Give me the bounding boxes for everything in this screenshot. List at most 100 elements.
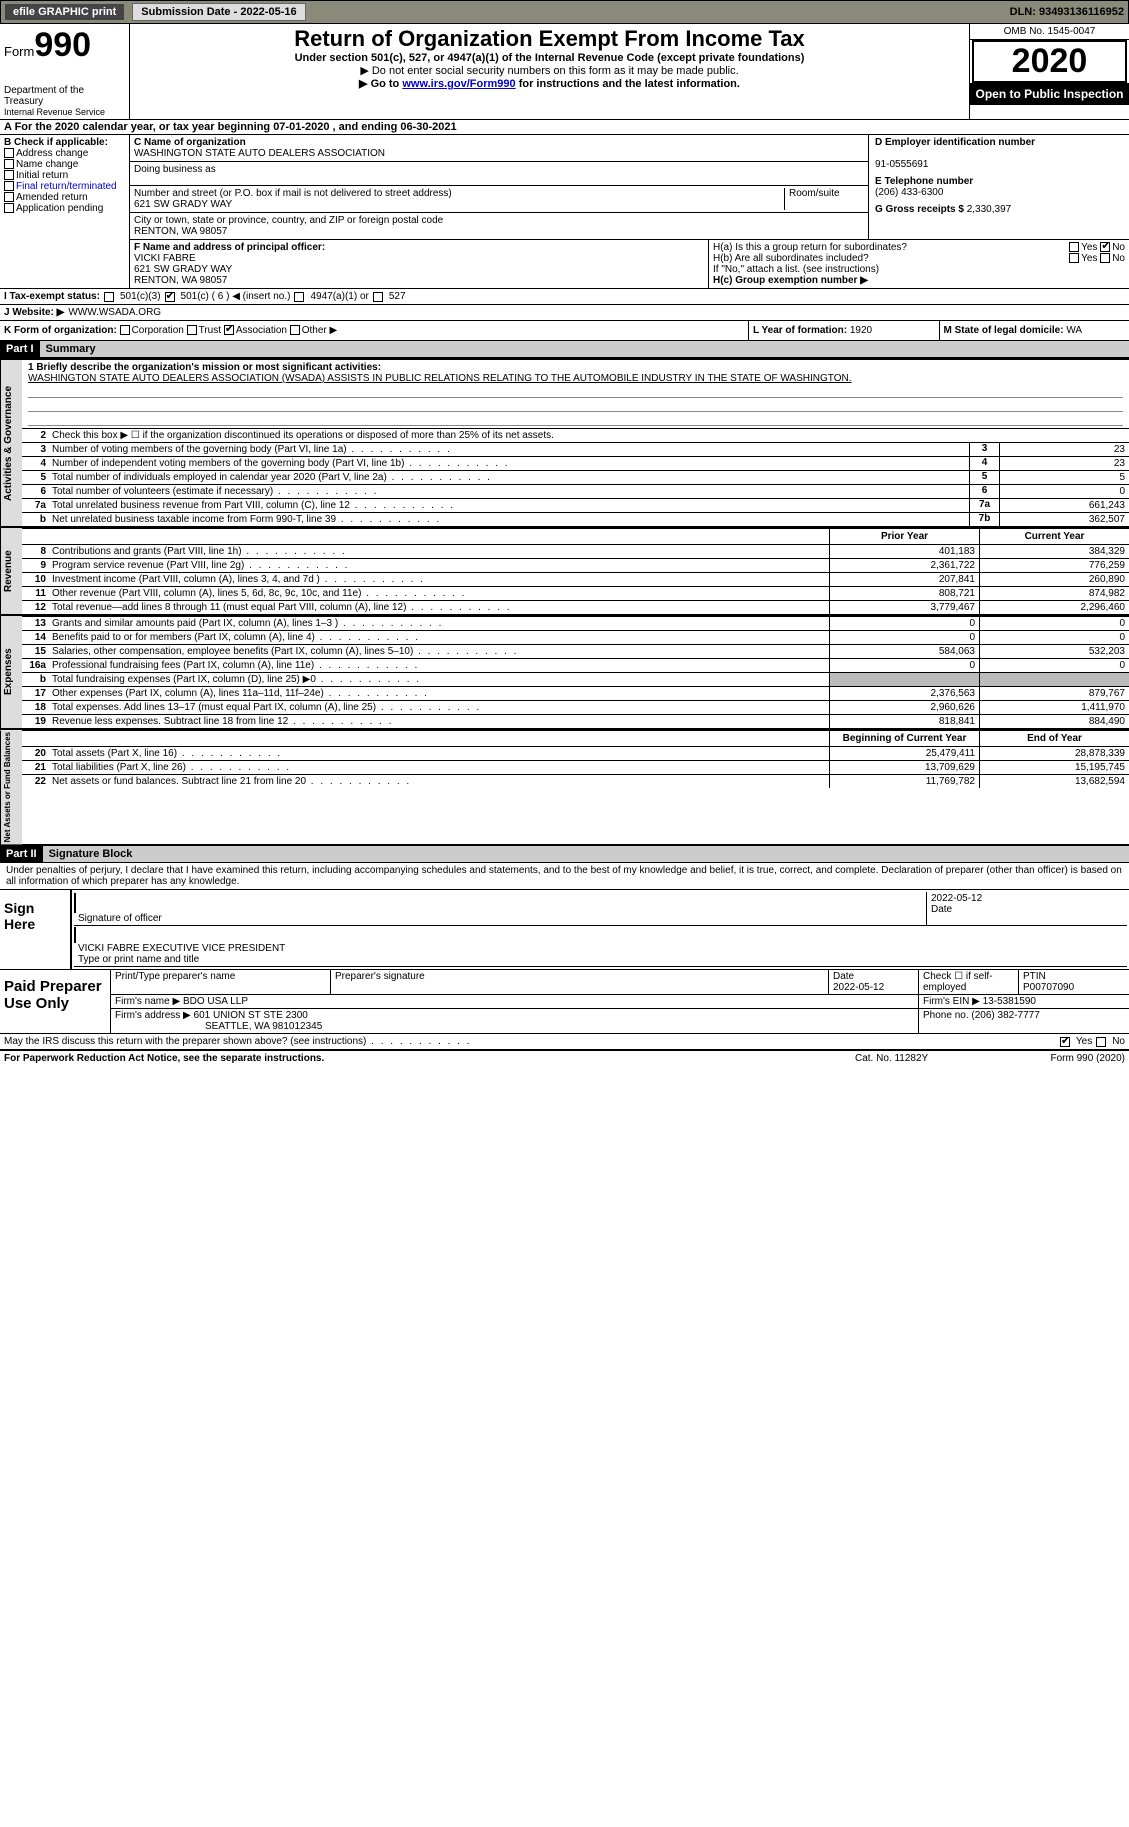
box-c-wrap: C Name of organization WASHINGTON STATE …: [130, 135, 1129, 288]
chk-amended[interactable]: [4, 192, 14, 202]
mission-label: 1 Briefly describe the organization's mi…: [28, 362, 1123, 373]
firm-name: BDO USA LLP: [183, 996, 248, 1007]
line-box: 6: [969, 485, 999, 498]
hb-no[interactable]: [1100, 253, 1110, 263]
ha-no[interactable]: [1100, 242, 1110, 252]
line-desc: Total unrelated business revenue from Pa…: [50, 499, 969, 512]
header-left: Form990 Department of the Treasury Inter…: [0, 24, 130, 119]
chk-corp[interactable]: [120, 325, 130, 335]
line-box: 5: [969, 471, 999, 484]
current-year-val: 884,490: [979, 715, 1129, 728]
chk-app-pending[interactable]: [4, 203, 14, 213]
chk-4947[interactable]: [294, 292, 304, 302]
lbl-assoc: Association: [236, 325, 287, 336]
line-val: 23: [999, 457, 1129, 470]
fin-row: 15Salaries, other compensation, employee…: [22, 644, 1129, 658]
fin-row: 20Total assets (Part X, line 16)25,479,4…: [22, 746, 1129, 760]
gov-row: bNet unrelated business taxable income f…: [22, 512, 1129, 526]
box-deg: D Employer identification number91-05556…: [869, 135, 1129, 239]
form-note-1: ▶ Do not enter social security numbers o…: [132, 64, 967, 77]
website: WWW.WSADA.ORG: [68, 307, 161, 318]
line-val: 661,243: [999, 499, 1129, 512]
prior-year-val: 0: [829, 659, 979, 672]
efile-print-button[interactable]: efile GRAPHIC print: [5, 4, 124, 20]
discuss-label: May the IRS discuss this return with the…: [4, 1036, 1056, 1047]
current-year-val: [979, 673, 1129, 686]
form990-link[interactable]: www.irs.gov/Form990: [402, 78, 515, 90]
prior-year-val: 818,841: [829, 715, 979, 728]
line-num: 6: [22, 485, 50, 498]
box-b-label: B Check if applicable:: [4, 137, 125, 148]
row-k: K Form of organization: Corporation Trus…: [0, 321, 749, 340]
chk-527[interactable]: [373, 292, 383, 302]
discuss-yes-l: Yes: [1076, 1036, 1092, 1047]
mission-blank-1: [28, 384, 1123, 398]
fin-row: 16aProfessional fundraising fees (Part I…: [22, 658, 1129, 672]
chk-501c[interactable]: [165, 292, 175, 302]
box-c: C Name of organization WASHINGTON STATE …: [130, 135, 869, 239]
mission-blank-2: [28, 398, 1123, 412]
ein-label: D Employer identification number: [875, 137, 1035, 148]
discuss-yes[interactable]: [1060, 1037, 1070, 1047]
balances-section: Net Assets or Fund Balances Beginning of…: [0, 728, 1129, 844]
form-number: 990: [34, 26, 91, 64]
current-year-val: 28,878,339: [979, 747, 1129, 760]
part-1-header: Part I Summary: [0, 341, 1129, 358]
chk-501c3[interactable]: [104, 292, 114, 302]
lbl-527: 527: [389, 291, 406, 302]
tax-year: 2020: [972, 40, 1127, 83]
chk-address-change[interactable]: [4, 148, 14, 158]
vert-expenses: Expenses: [0, 616, 22, 728]
firm-addr2: SEATTLE, WA 981012345: [205, 1021, 322, 1032]
prep-date-hdr: Date: [833, 971, 854, 982]
current-year-val: 13,682,594: [979, 775, 1129, 788]
submission-date: Submission Date - 2022-05-16: [132, 3, 305, 21]
firm-ein-label: Firm's EIN ▶: [923, 996, 980, 1007]
line-num: 15: [22, 645, 50, 658]
row-l-label: L Year of formation:: [753, 325, 850, 336]
sign-here-label: Sign Here: [0, 890, 70, 969]
city-label: City or town, state or province, country…: [134, 215, 443, 226]
prior-year-val: 0: [829, 631, 979, 644]
line-desc: Total assets (Part X, line 16): [50, 747, 829, 760]
line-desc: Contributions and grants (Part VIII, lin…: [50, 545, 829, 558]
ha-yes[interactable]: [1069, 242, 1079, 252]
row-j: J Website: ▶ WWW.WSADA.ORG: [0, 305, 1129, 321]
firm-addr-label: Firm's address ▶: [115, 1010, 191, 1021]
hb-yes[interactable]: [1069, 253, 1079, 263]
part-2-header: Part II Signature Block: [0, 844, 1129, 863]
officer-name-label: Type or print name and title: [78, 954, 199, 965]
fin-row: 11Other revenue (Part VIII, column (A), …: [22, 586, 1129, 600]
omb-number: OMB No. 1545-0047: [970, 24, 1129, 40]
form-note-2: ▶ Go to www.irs.gov/Form990 for instruct…: [132, 77, 967, 90]
line-val: 0: [999, 485, 1129, 498]
chk-assoc[interactable]: [224, 325, 234, 335]
chk-initial-return[interactable]: [4, 170, 14, 180]
line-num: 4: [22, 457, 50, 470]
line-num: 10: [22, 573, 50, 586]
footer: For Paperwork Reduction Act Notice, see …: [0, 1050, 1129, 1066]
vert-governance: Activities & Governance: [0, 360, 22, 526]
chk-trust[interactable]: [187, 325, 197, 335]
chk-name-change[interactable]: [4, 159, 14, 169]
line-desc: Number of voting members of the governin…: [50, 443, 969, 456]
prior-year-val: 584,063: [829, 645, 979, 658]
line-num: 3: [22, 443, 50, 456]
prep-date: 2022-05-12: [833, 982, 884, 993]
sign-here-block: Sign Here Signature of officer 2022-05-1…: [0, 889, 1129, 969]
line-num: 2: [22, 429, 50, 442]
row-l: L Year of formation: 1920: [749, 321, 940, 340]
org-name: WASHINGTON STATE AUTO DEALERS ASSOCIATIO…: [134, 148, 385, 159]
lbl-501c: 501(c) ( 6 ) ◀ (insert no.): [181, 291, 291, 302]
chk-final-return[interactable]: [4, 181, 14, 191]
entity-info-grid: B Check if applicable: Address change Na…: [0, 135, 1129, 289]
line-desc: Total number of volunteers (estimate if …: [50, 485, 969, 498]
discuss-no[interactable]: [1096, 1037, 1106, 1047]
prior-year-val: 2,361,722: [829, 559, 979, 572]
chk-other[interactable]: [290, 325, 300, 335]
line-desc: Total revenue—add lines 8 through 11 (mu…: [50, 601, 829, 614]
line-desc: Total fundraising expenses (Part IX, col…: [50, 673, 829, 686]
hb-yes-l: Yes: [1081, 253, 1097, 264]
line-num: 11: [22, 587, 50, 600]
firm-ein: 13-5381590: [983, 996, 1036, 1007]
